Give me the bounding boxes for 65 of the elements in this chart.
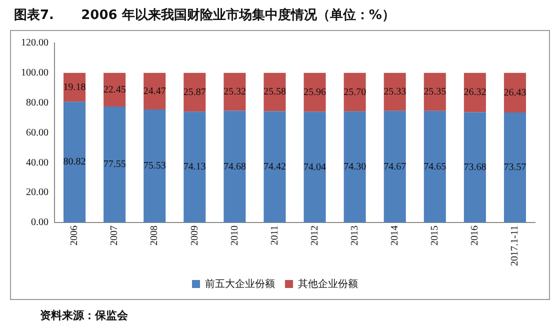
bar — [384, 72, 406, 111]
data-label: 73.68 — [464, 162, 486, 174]
y-tick-label: 80.00 — [26, 97, 48, 108]
x-tick-label: 2009 — [189, 226, 200, 246]
y-tick-label: 40.00 — [26, 157, 48, 168]
bar — [424, 72, 446, 111]
bar — [464, 72, 486, 112]
data-label: 25.32 — [223, 86, 246, 98]
bar — [344, 111, 366, 223]
data-label: 25.58 — [263, 86, 286, 98]
x-tick-label: 2008 — [149, 226, 160, 246]
x-tick-label: 2017.1-11 — [510, 226, 521, 266]
data-label: 74.65 — [424, 161, 446, 172]
bar — [264, 72, 286, 112]
x-tick-label: 2012 — [309, 226, 320, 246]
data-label: 77.55 — [103, 159, 126, 170]
bar — [344, 72, 366, 112]
data-label: 25.33 — [384, 86, 406, 98]
bar — [184, 112, 206, 223]
x-tick-label: 2010 — [229, 226, 240, 246]
data-label: 73.57 — [504, 162, 526, 174]
data-label: 74.04 — [304, 162, 326, 173]
bar — [224, 72, 246, 111]
y-tick-label: 0.00 — [31, 217, 48, 228]
x-tick-label: 2013 — [349, 226, 360, 246]
data-label: 26.32 — [464, 87, 486, 98]
bar — [64, 102, 86, 223]
text: 资料来源：保监会 — [40, 308, 128, 323]
bar — [504, 112, 526, 223]
legend-label: 其他企业份额 — [298, 278, 358, 290]
bar — [424, 110, 446, 223]
data-label: 25.96 — [304, 86, 326, 98]
bar — [104, 72, 126, 107]
bar — [504, 72, 526, 112]
x-tick-label: 2011 — [269, 226, 280, 246]
x-tick-label: 2015 — [430, 226, 441, 246]
bar — [384, 110, 406, 223]
data-label: 74.42 — [263, 161, 286, 172]
data-label: 22.45 — [103, 84, 126, 96]
data-label: 74.13 — [183, 162, 206, 173]
chart-title: 图表7. 2006 年以来我国财险业市场集中度情况（单位：%） — [14, 6, 395, 24]
y-tick-label: 100.00 — [21, 68, 48, 79]
data-label: 25.35 — [424, 86, 446, 98]
y-tick-label: 20.00 — [26, 187, 48, 198]
data-label: 74.67 — [384, 161, 406, 172]
data-label: 74.30 — [344, 162, 366, 173]
bar — [464, 112, 486, 223]
x-tick-label: 2014 — [389, 226, 400, 246]
bar — [144, 110, 166, 223]
bar — [224, 110, 246, 223]
x-tick-label: 2006 — [69, 226, 80, 246]
data-label: 75.53 — [143, 160, 166, 172]
bar — [264, 111, 286, 223]
bar — [304, 112, 326, 223]
x-tick-label: 2016 — [470, 226, 481, 246]
data-label: 25.70 — [344, 86, 366, 98]
legend-label: 前五大企业份额 — [205, 278, 275, 290]
bar — [104, 106, 126, 223]
y-tick-label: 60.00 — [26, 127, 48, 138]
data-label: 26.43 — [504, 87, 526, 98]
data-label: 80.82 — [63, 156, 86, 168]
data-label: 19.18 — [63, 82, 86, 93]
y-tick-label: 120.00 — [21, 38, 48, 49]
x-tick-label: 2007 — [109, 226, 120, 246]
bar — [304, 72, 326, 112]
